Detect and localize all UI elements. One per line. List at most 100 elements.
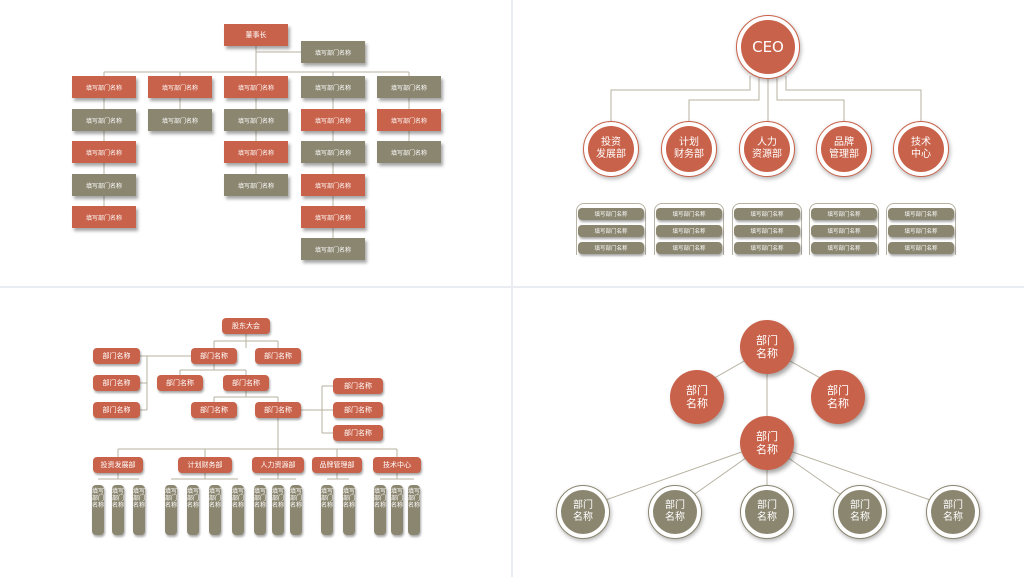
dept-bracket <box>654 203 724 255</box>
sub-dept-vertical-pill: 填写部门名称 <box>232 485 244 535</box>
bottom-dept-circle: 部门 名称 <box>561 490 605 534</box>
sub-dept-pill: 填写部门名称 <box>734 208 800 220</box>
dept-box: 填写部门名称 <box>377 109 441 131</box>
sub-dept-pill: 填写部门名称 <box>578 225 644 237</box>
sub-dept-pill: 填写部门名称 <box>578 208 644 220</box>
dept-circle: 技术 中心 <box>898 126 944 172</box>
connector-lines <box>98 334 414 480</box>
dept-box: 填写部门名称 <box>72 109 136 131</box>
dept-bracket <box>576 203 646 255</box>
bottom-dept-circle: 部门 名称 <box>931 490 975 534</box>
org-chart-panel-2: CEO 投资 发展部 填写部门名称 填写部门名称 填写部门名称 计划 财务部 填… <box>513 0 1024 286</box>
dept-box: 填写部门名称 <box>224 76 288 98</box>
dept-box: 部门名称 <box>255 402 301 418</box>
dept-box: 填写部门名称 <box>377 76 441 98</box>
sub-dept-vertical-pill: 填写部门名称 <box>254 485 266 535</box>
sub-dept-vertical-pill: 填写部门名称 <box>165 485 177 535</box>
dept-box: 填写部门名称 <box>301 206 365 228</box>
bottom-dept-ring: 部门 名称 <box>648 485 702 539</box>
department-box: 投资发展部 <box>93 457 143 473</box>
dept-circle: 品牌 管理部 <box>821 126 867 172</box>
dept-box: 部门名称 <box>333 402 383 418</box>
dept-box: 填写部门名称 <box>224 174 288 196</box>
sub-dept-vertical-pill: 填写部门名称 <box>374 485 386 535</box>
bottom-dept-circle: 部门 名称 <box>745 490 789 534</box>
dept-box: 部门名称 <box>223 375 269 391</box>
dept-box: 填写部门名称 <box>377 141 441 163</box>
dept-box: 填写部门名称 <box>72 141 136 163</box>
department-box: 计划财务部 <box>178 457 232 473</box>
bottom-dept-ring: 部门 名称 <box>833 485 887 539</box>
dept-box: 部门名称 <box>93 402 140 418</box>
dept-bracket <box>809 203 879 255</box>
dept-box: 填写部门名称 <box>148 109 212 131</box>
top-dept-circle: 部门 名称 <box>740 320 794 374</box>
dept-box: 部门名称 <box>191 402 237 418</box>
dept-box: 填写部门名称 <box>148 76 212 98</box>
sub-dept-pill: 填写部门名称 <box>656 225 722 237</box>
dept-box: 填写部门名称 <box>301 238 365 260</box>
sub-dept-pill: 填写部门名称 <box>811 242 877 254</box>
org-chart-panel-1: 董事长 填写部门名称 填写部门名称 填写部门名称 填写部门名称 填写部门名称 填… <box>0 0 511 286</box>
right-dept-circle: 部门 名称 <box>811 370 865 424</box>
dept-box: 填写部门名称 <box>72 206 136 228</box>
sub-dept-pill: 填写部门名称 <box>811 225 877 237</box>
dept-box: 部门名称 <box>93 348 140 364</box>
sub-dept-pill: 填写部门名称 <box>888 225 954 237</box>
sub-dept-vertical-pill: 填写部门名称 <box>321 485 333 535</box>
sub-dept-pill: 填写部门名称 <box>888 208 954 220</box>
dept-circle: 投资 发展部 <box>588 126 634 172</box>
department-box: 人力资源部 <box>252 457 304 473</box>
assistant-box: 填写部门名称 <box>301 41 365 63</box>
dept-box: 填写部门名称 <box>301 174 365 196</box>
dept-box: 填写部门名称 <box>72 76 136 98</box>
dept-box: 部门名称 <box>333 425 383 441</box>
org-chart-panel-4: 部门 名称 部门 名称 部门 名称 部门 名称 部门 名称 部门 名称 部门 名… <box>513 288 1024 577</box>
dept-box: 填写部门名称 <box>301 141 365 163</box>
sub-dept-vertical-pill: 填写部门名称 <box>391 485 403 535</box>
dept-bracket <box>732 203 802 255</box>
sub-dept-pill: 填写部门名称 <box>811 208 877 220</box>
dept-box: 填写部门名称 <box>72 174 136 196</box>
ceo-circle: CEO <box>741 20 795 74</box>
sub-dept-vertical-pill: 填写部门名称 <box>112 485 124 535</box>
shareholders-box: 股东大会 <box>222 318 270 334</box>
department-box: 技术中心 <box>373 457 421 473</box>
sub-dept-pill: 填写部门名称 <box>656 242 722 254</box>
sub-dept-vertical-pill: 填写部门名称 <box>272 485 284 535</box>
center-dept-circle: 部门 名称 <box>740 416 794 470</box>
dept-bracket <box>886 203 956 255</box>
bottom-dept-ring: 部门 名称 <box>740 485 794 539</box>
sub-dept-pill: 填写部门名称 <box>578 242 644 254</box>
dept-box: 部门名称 <box>157 375 203 391</box>
dept-box: 部门名称 <box>255 348 301 364</box>
sub-dept-pill: 填写部门名称 <box>734 242 800 254</box>
sub-dept-vertical-pill: 填写部门名称 <box>290 485 302 535</box>
department-box: 品牌管理部 <box>312 457 362 473</box>
sub-dept-pill: 填写部门名称 <box>656 208 722 220</box>
sub-dept-pill: 填写部门名称 <box>734 225 800 237</box>
dept-circle: 计划 财务部 <box>666 126 712 172</box>
dept-box: 填写部门名称 <box>301 109 365 131</box>
connector-lines <box>610 76 922 121</box>
sub-dept-vertical-pill: 填写部门名称 <box>187 485 199 535</box>
sub-dept-vertical-pill: 填写部门名称 <box>209 485 221 535</box>
bottom-dept-ring: 部门 名称 <box>926 485 980 539</box>
bottom-dept-circle: 部门 名称 <box>838 490 882 534</box>
left-dept-circle: 部门 名称 <box>670 370 724 424</box>
sub-dept-vertical-pill: 填写部门名称 <box>133 485 145 535</box>
dept-box: 部门名称 <box>191 348 237 364</box>
sub-dept-pill: 填写部门名称 <box>888 242 954 254</box>
dept-box: 填写部门名称 <box>224 141 288 163</box>
dept-box: 填写部门名称 <box>301 76 365 98</box>
org-chart-panel-3: 股东大会 部门名称 部门名称 部门名称 部门名称 部门名称 部门名称 部门名称 … <box>0 288 511 577</box>
sub-dept-vertical-pill: 填写部门名称 <box>343 485 355 535</box>
bottom-dept-ring: 部门 名称 <box>556 485 610 539</box>
dept-box: 部门名称 <box>333 378 383 394</box>
dept-circle: 人力 资源部 <box>744 126 790 172</box>
dept-box: 部门名称 <box>93 375 140 391</box>
sub-dept-vertical-pill: 填写部门名称 <box>92 485 104 535</box>
bottom-dept-circle: 部门 名称 <box>653 490 697 534</box>
chairman-box: 董事长 <box>224 24 288 46</box>
dept-box: 填写部门名称 <box>224 109 288 131</box>
